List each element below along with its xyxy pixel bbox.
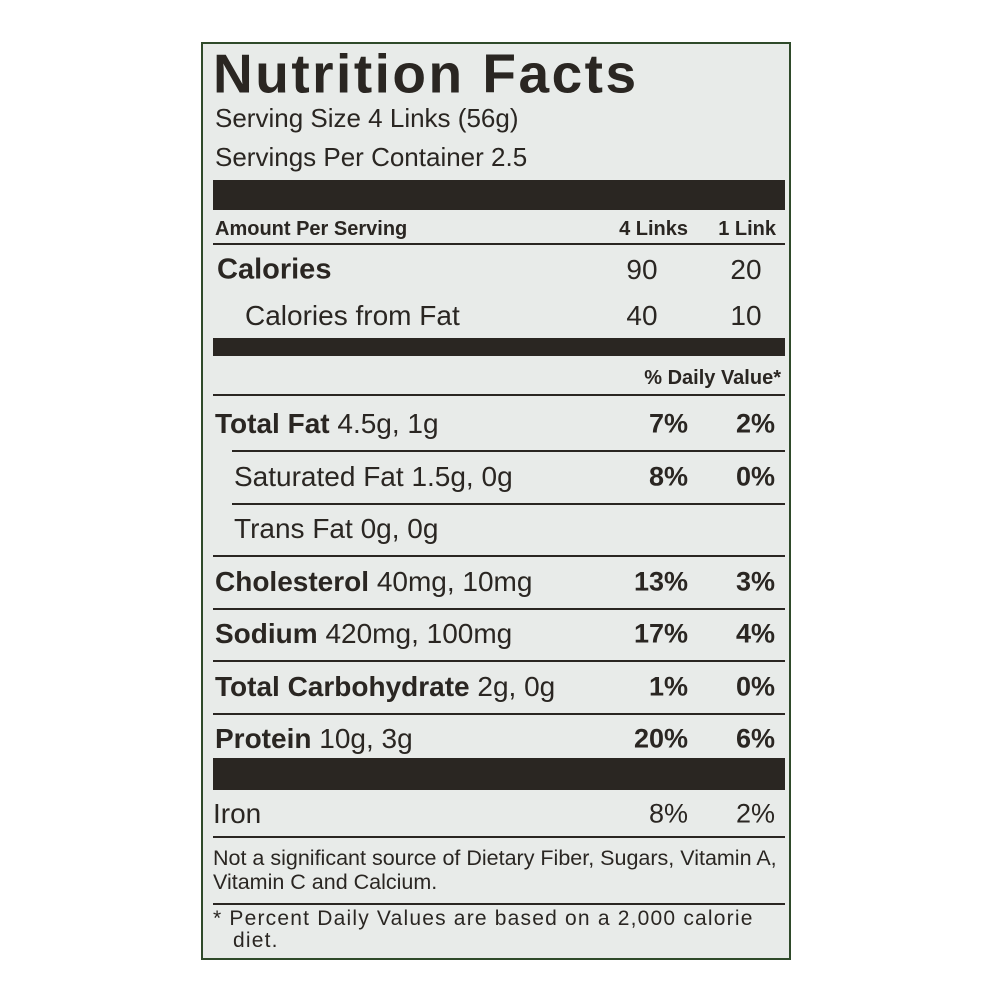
rule bbox=[213, 394, 785, 396]
daily-value: 20% bbox=[633, 723, 688, 754]
nutrient-amount: 0g, 0g bbox=[360, 513, 439, 544]
footnote: * Percent Daily Values are based on a 2,… bbox=[213, 907, 754, 952]
nutrient-name: Protein bbox=[215, 723, 312, 754]
calories-from-fat-value: 10 bbox=[730, 300, 762, 331]
nutrient-row: Protein 10g, 3g bbox=[215, 725, 413, 753]
calories-value: 20 bbox=[730, 254, 762, 285]
daily-value: 0% bbox=[735, 461, 775, 491]
nutrient-row: Total Carbohydrate 2g, 0g bbox=[215, 670, 556, 702]
nutrient-row: Sodium 420mg, 100mg bbox=[215, 620, 512, 648]
rule bbox=[213, 555, 785, 557]
column-header: 4 Links bbox=[619, 218, 688, 240]
daily-value: 8% bbox=[648, 461, 688, 491]
serving-size: Serving Size 4 Links (56g) bbox=[215, 103, 519, 133]
nutrient-row: Trans Fat 0g, 0g bbox=[234, 515, 438, 543]
nutrient-row: Total Fat 4.5g, 1g bbox=[215, 410, 439, 438]
column-header: 1 Link bbox=[718, 218, 776, 240]
daily-value: 7% bbox=[648, 408, 688, 439]
nutrient-row: Cholesterol 40mg, 10mg bbox=[215, 565, 533, 597]
rule bbox=[213, 660, 785, 662]
rule bbox=[213, 903, 785, 905]
vitamin-name: Iron bbox=[213, 798, 262, 829]
daily-value: 3% bbox=[735, 566, 775, 596]
daily-value: 13% bbox=[633, 566, 688, 596]
daily-value: 2% bbox=[735, 408, 775, 439]
thick-bar bbox=[213, 338, 785, 356]
rule bbox=[232, 450, 785, 452]
servings-per-container: Servings Per Container 2.5 bbox=[215, 142, 528, 172]
nutrient-name: Cholesterol bbox=[215, 565, 370, 597]
title: Nutrition Facts bbox=[213, 42, 639, 105]
rule bbox=[213, 836, 785, 838]
nutrient-amount: 1.5g, 0g bbox=[411, 460, 513, 492]
daily-value: 17% bbox=[633, 618, 688, 649]
nutrient-name: Sodium bbox=[215, 618, 318, 649]
calories-value: 90 bbox=[626, 254, 658, 285]
nutrient-row: Saturated Fat 1.5g, 0g bbox=[234, 460, 513, 492]
nutrient-amount: 10g, 3g bbox=[319, 723, 413, 754]
nutrient-name: Trans Fat bbox=[234, 513, 353, 544]
calories-from-fat-label: Calories from Fat bbox=[245, 300, 460, 331]
rule bbox=[232, 502, 785, 505]
calories-label: Calories bbox=[217, 253, 332, 286]
vitamin-value: 2% bbox=[735, 798, 775, 829]
nutrient-name: Saturated Fat bbox=[234, 460, 404, 492]
daily-value: 6% bbox=[735, 723, 775, 754]
rule bbox=[213, 712, 785, 715]
nutrient-name: Total Carbohydrate bbox=[215, 670, 470, 702]
nutrient-amount: 420mg, 100mg bbox=[325, 618, 513, 649]
nutrient-amount: 2g, 0g bbox=[477, 670, 556, 702]
daily-value: 1% bbox=[648, 671, 688, 701]
daily-value: 4% bbox=[735, 618, 775, 649]
thick-bar bbox=[213, 180, 785, 210]
daily-value: 0% bbox=[735, 671, 775, 701]
amount-header: Amount Per Serving bbox=[215, 218, 408, 240]
nutrient-amount: 4.5g, 1g bbox=[337, 408, 439, 439]
calories-from-fat-value: 40 bbox=[626, 300, 658, 331]
nutrient-name: Total Fat bbox=[215, 408, 330, 439]
rule bbox=[213, 243, 785, 245]
rule bbox=[213, 607, 785, 610]
thick-bar bbox=[213, 758, 785, 790]
vitamin-value: 8% bbox=[648, 798, 688, 829]
daily-value-header: % Daily Value* bbox=[644, 367, 781, 389]
footnote: Not a significant source of Dietary Fibe… bbox=[213, 846, 777, 894]
nutrient-amount: 40mg, 10mg bbox=[376, 565, 533, 597]
